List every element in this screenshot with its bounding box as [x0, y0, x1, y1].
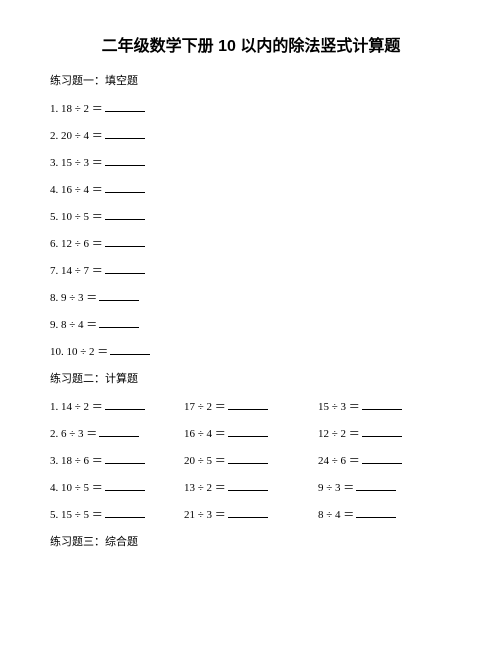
answer-blank [228, 454, 268, 464]
problem-text: 2. 6 ÷ 3 ＝ [50, 425, 97, 441]
problem-item: 17 ÷ 2 ＝ [184, 398, 300, 414]
problem-item: 9 ÷ 3 ＝ [318, 479, 434, 495]
problem-text: 21 ÷ 3 ＝ [184, 506, 226, 522]
problem-item: 21 ÷ 3 ＝ [184, 506, 300, 522]
answer-blank [110, 345, 150, 355]
answer-blank [362, 400, 402, 410]
answer-blank [228, 427, 268, 437]
problem-text: 4. 16 ÷ 4 ＝ [50, 181, 103, 197]
problem-item: 1. 18 ÷ 2 ＝ [50, 100, 145, 116]
problem-line: 10. 10 ÷ 2 ＝ [50, 343, 452, 359]
problem-item: 6. 12 ÷ 6 ＝ [50, 235, 145, 251]
answer-blank [228, 400, 268, 410]
problem-text: 6. 12 ÷ 6 ＝ [50, 235, 103, 251]
answer-blank [105, 210, 145, 220]
answer-blank [105, 508, 145, 518]
problem-line: 5. 15 ÷ 5 ＝ 21 ÷ 3 ＝ 8 ÷ 4 ＝ [50, 506, 452, 522]
answer-blank [99, 291, 139, 301]
problem-item: 4. 10 ÷ 5 ＝ [50, 479, 166, 495]
problem-text: 15 ÷ 3 ＝ [318, 398, 360, 414]
problem-item: 10. 10 ÷ 2 ＝ [50, 343, 150, 359]
section-3: 练习题三：综合题 [50, 533, 452, 549]
answer-blank [99, 318, 139, 328]
problem-line: 3. 15 ÷ 3 ＝ [50, 154, 452, 170]
problem-item: 24 ÷ 6 ＝ [318, 452, 434, 468]
problem-item: 5. 15 ÷ 5 ＝ [50, 506, 166, 522]
problem-text: 16 ÷ 4 ＝ [184, 425, 226, 441]
problem-text: 9. 8 ÷ 4 ＝ [50, 316, 97, 332]
problem-line: 2. 20 ÷ 4 ＝ [50, 127, 452, 143]
problem-item: 3. 15 ÷ 3 ＝ [50, 154, 145, 170]
problem-line: 6. 12 ÷ 6 ＝ [50, 235, 452, 251]
problem-item: 9. 8 ÷ 4 ＝ [50, 316, 139, 332]
problem-text: 8. 9 ÷ 3 ＝ [50, 289, 97, 305]
problem-item: 2. 20 ÷ 4 ＝ [50, 127, 145, 143]
answer-blank [228, 508, 268, 518]
problem-text: 13 ÷ 2 ＝ [184, 479, 226, 495]
problem-line: 4. 10 ÷ 5 ＝ 13 ÷ 2 ＝ 9 ÷ 3 ＝ [50, 479, 452, 495]
problem-item: 1. 14 ÷ 2 ＝ [50, 398, 166, 414]
answer-blank [105, 129, 145, 139]
answer-blank [99, 427, 139, 437]
problem-line: 8. 9 ÷ 3 ＝ [50, 289, 452, 305]
section-1: 练习题一：填空题 1. 18 ÷ 2 ＝ 2. 20 ÷ 4 ＝ 3. 15 ÷ 3… [50, 72, 452, 359]
page-title: 二年级数学下册 10 以内的除法竖式计算题 [50, 32, 452, 56]
problem-text: 3. 15 ÷ 3 ＝ [50, 154, 103, 170]
problem-item: 12 ÷ 2 ＝ [318, 425, 434, 441]
answer-blank [105, 156, 145, 166]
problem-text: 7. 14 ÷ 7 ＝ [50, 262, 103, 278]
problem-item: 2. 6 ÷ 3 ＝ [50, 425, 166, 441]
problem-item: 15 ÷ 3 ＝ [318, 398, 434, 414]
problem-text: 10. 10 ÷ 2 ＝ [50, 343, 108, 359]
problem-line: 3. 18 ÷ 6 ＝ 20 ÷ 5 ＝ 24 ÷ 6 ＝ [50, 452, 452, 468]
problem-item: 5. 10 ÷ 5 ＝ [50, 208, 145, 224]
problem-text: 24 ÷ 6 ＝ [318, 452, 360, 468]
problem-line: 5. 10 ÷ 5 ＝ [50, 208, 452, 224]
problem-item: 4. 16 ÷ 4 ＝ [50, 181, 145, 197]
problem-item: 3. 18 ÷ 6 ＝ [50, 452, 166, 468]
problem-item: 8. 9 ÷ 3 ＝ [50, 289, 139, 305]
problem-item: 13 ÷ 2 ＝ [184, 479, 300, 495]
section-2-header: 练习题二：计算题 [50, 370, 452, 386]
problem-text: 8 ÷ 4 ＝ [318, 506, 354, 522]
problem-text: 17 ÷ 2 ＝ [184, 398, 226, 414]
problem-text: 2. 20 ÷ 4 ＝ [50, 127, 103, 143]
problem-text: 3. 18 ÷ 6 ＝ [50, 452, 103, 468]
answer-blank [105, 102, 145, 112]
answer-blank [362, 427, 402, 437]
problem-text: 5. 15 ÷ 5 ＝ [50, 506, 103, 522]
answer-blank [362, 454, 402, 464]
answer-blank [105, 183, 145, 193]
problem-text: 5. 10 ÷ 5 ＝ [50, 208, 103, 224]
section-1-header: 练习题一：填空题 [50, 72, 452, 88]
problem-line: 1. 18 ÷ 2 ＝ [50, 100, 452, 116]
problem-item: 20 ÷ 5 ＝ [184, 452, 300, 468]
answer-blank [105, 454, 145, 464]
answer-blank [105, 481, 145, 491]
problem-item: 7. 14 ÷ 7 ＝ [50, 262, 145, 278]
problem-text: 4. 10 ÷ 5 ＝ [50, 479, 103, 495]
answer-blank [105, 400, 145, 410]
answer-blank [228, 481, 268, 491]
problem-text: 1. 18 ÷ 2 ＝ [50, 100, 103, 116]
section-2: 练习题二：计算题 1. 14 ÷ 2 ＝ 17 ÷ 2 ＝ 15 ÷ 3 ＝ 2. 6… [50, 370, 452, 522]
problem-item: 8 ÷ 4 ＝ [318, 506, 434, 522]
answer-blank [356, 508, 396, 518]
problem-line: 2. 6 ÷ 3 ＝ 16 ÷ 4 ＝ 12 ÷ 2 ＝ [50, 425, 452, 441]
section-3-header: 练习题三：综合题 [50, 533, 452, 549]
answer-blank [356, 481, 396, 491]
problem-line: 1. 14 ÷ 2 ＝ 17 ÷ 2 ＝ 15 ÷ 3 ＝ [50, 398, 452, 414]
problem-text: 9 ÷ 3 ＝ [318, 479, 354, 495]
problem-line: 4. 16 ÷ 4 ＝ [50, 181, 452, 197]
problem-text: 12 ÷ 2 ＝ [318, 425, 360, 441]
problem-item: 16 ÷ 4 ＝ [184, 425, 300, 441]
answer-blank [105, 237, 145, 247]
problem-text: 20 ÷ 5 ＝ [184, 452, 226, 468]
problem-line: 7. 14 ÷ 7 ＝ [50, 262, 452, 278]
problem-text: 1. 14 ÷ 2 ＝ [50, 398, 103, 414]
answer-blank [105, 264, 145, 274]
problem-line: 9. 8 ÷ 4 ＝ [50, 316, 452, 332]
